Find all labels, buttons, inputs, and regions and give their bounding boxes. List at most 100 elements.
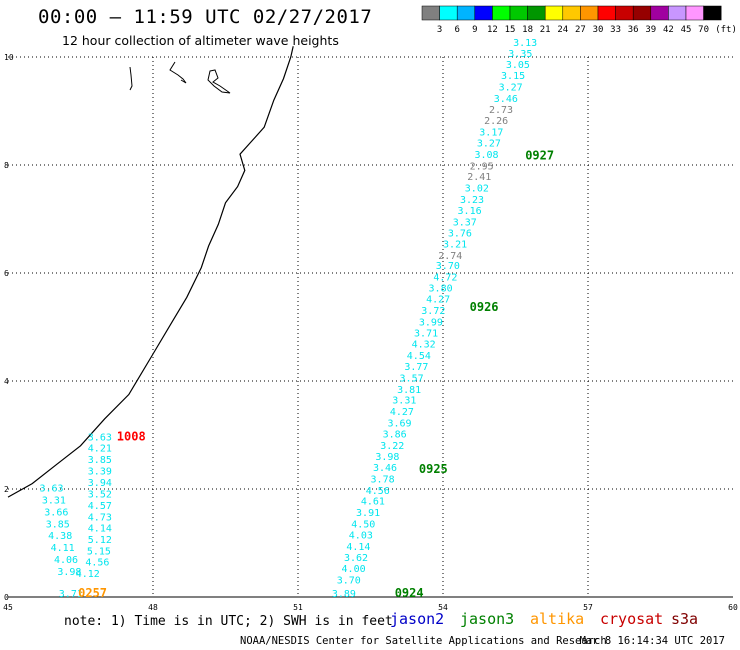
wave-height-label: 3.31 [42, 496, 66, 507]
coastline [7, 46, 294, 498]
satellite-legend-cryosat: cryosat [600, 610, 663, 628]
wave-height-label: 3.22 [380, 441, 404, 452]
wave-height-label: 2.26 [484, 116, 508, 127]
wave-height-label: 5.12 [88, 535, 112, 546]
chart-subtitle: 12 hour collection of altimeter wave hei… [62, 33, 339, 48]
pass-time-label: 0926 [470, 300, 499, 314]
credit-text: NOAA/NESDIS Center for Satellite Applica… [240, 635, 607, 647]
wave-height-label: 4.57 [88, 501, 112, 512]
legend-tick-label: 3 [437, 25, 442, 35]
wave-height-label: 3.81 [397, 385, 421, 396]
wave-height-label: 3.21 [443, 240, 467, 251]
wave-height-label: 2.41 [467, 172, 491, 183]
wave-height-label: 3.94 [88, 478, 112, 489]
wave-height-label: 3.69 [387, 418, 411, 429]
wave-height-label: 3.86 [383, 430, 407, 441]
legend-tick-label: 24 [557, 25, 568, 35]
wave-height-label: 3.23 [460, 195, 484, 206]
x-tick-label: 48 [148, 603, 158, 612]
grid [8, 56, 733, 598]
legend-unit: (ft) [715, 25, 737, 35]
legend-swatch [580, 5, 599, 21]
wave-height-label: 3.70 [337, 576, 361, 587]
wave-height-label: 3.63 [39, 484, 63, 495]
legend-tick-label: 6 [454, 25, 459, 35]
x-tick-label: 54 [438, 603, 448, 612]
y-tick-label: 10 [4, 53, 14, 62]
wave-height-label: 4.14 [88, 524, 112, 535]
legend-tick-label: 9 [472, 25, 477, 35]
legend-swatch [650, 5, 669, 21]
island-outline [129, 66, 133, 91]
legend-swatch [527, 5, 546, 21]
wave-height-label: 4.61 [361, 497, 385, 508]
wave-height-label: 4.00 [342, 564, 366, 575]
satellite-legend-jason2: jason2 [390, 610, 444, 628]
legend-swatch [421, 5, 440, 21]
wave-height-label: 3.98 [375, 452, 399, 463]
wave-height-label: 4.03 [349, 531, 373, 542]
wave-height-label: 3.85 [46, 519, 70, 530]
legend-tick-label: 27 [575, 25, 586, 35]
wave-height-label: 4.12 [76, 569, 100, 580]
y-tick-label: 4 [4, 377, 9, 386]
wave-height-label: 3.62 [344, 553, 368, 564]
wave-height-label: 3.16 [458, 206, 482, 217]
legend-swatch [474, 5, 493, 21]
wave-height-label: 3.91 [356, 508, 380, 519]
wave-height-label: 3.17 [479, 127, 503, 138]
wave-height-label: 3.72 [421, 306, 445, 317]
wave-height-label: 3.15 [501, 71, 525, 82]
legend-swatch [685, 5, 704, 21]
legend-swatch [668, 5, 687, 21]
x-tick-label: 60 [728, 603, 738, 612]
wave-height-label: 3.35 [508, 49, 532, 60]
wave-height-label: 3.70 [436, 261, 460, 272]
legend-swatch [544, 5, 564, 21]
pass-time-label: 0927 [525, 149, 554, 163]
wave-height-label: 3.31 [392, 396, 416, 407]
wave-height-label: 3.89 [332, 589, 356, 600]
wave-height-label: 3.71 [414, 329, 438, 340]
legend-tick-label: 15 [505, 25, 516, 35]
island-outline [207, 69, 231, 94]
wave-height-label: 4.06 [54, 555, 78, 566]
satellite-legend-s3a: s3a [671, 610, 698, 628]
wave-height-label: 4.56 [85, 558, 109, 569]
legend-swatch [456, 5, 476, 21]
wave-height-label: 3.77 [404, 362, 428, 373]
wave-height-label: 3.80 [429, 283, 453, 294]
pass-time-label: 1008 [117, 429, 146, 443]
legend-swatch [615, 5, 634, 21]
legend-swatch [439, 5, 458, 21]
wave-height-label: 3.99 [419, 317, 443, 328]
x-tick-label: 45 [3, 603, 13, 612]
y-tick-label: 8 [4, 161, 9, 170]
wave-height-label: 3.78 [371, 475, 395, 486]
pass-time-label: 0924 [395, 586, 424, 600]
legend-tick-label: 33 [610, 25, 621, 35]
axis-labels: 45 48 51 54 57 60 0 2 4 6 8 10 [3, 53, 738, 612]
legend-swatch [632, 5, 652, 21]
x-tick-label: 57 [583, 603, 593, 612]
wave-height-label: 2.95 [470, 161, 494, 172]
wave-height-label: 4.11 [51, 543, 75, 554]
wave-height-label: 4.38 [48, 531, 72, 542]
legend-tick-label: 18 [522, 25, 533, 35]
wave-height-label: 4.73 [88, 512, 112, 523]
island-outline [169, 61, 187, 84]
wave-height-label: 3.71 [59, 589, 83, 600]
wave-height-label: 3.39 [88, 466, 112, 477]
wave-height-label: 3.98 [57, 567, 81, 578]
legend-tick-label: 30 [593, 25, 604, 35]
timestamp-text: Mar 8 16:14:34 UTC 2017 [580, 635, 725, 647]
y-tick-label: 6 [4, 269, 9, 278]
color-legend: 3 6 9 12 15 18 21 24 27 30 33 36 39 42 45 70 (ft) [421, 5, 737, 35]
wave-height-label: 3.85 [88, 455, 112, 466]
satellite-legend-altika: altika [530, 610, 584, 628]
wave-height-label: 4.54 [407, 351, 431, 362]
y-tick-label: 2 [4, 485, 9, 494]
wave-height-label: 4.27 [390, 407, 414, 418]
